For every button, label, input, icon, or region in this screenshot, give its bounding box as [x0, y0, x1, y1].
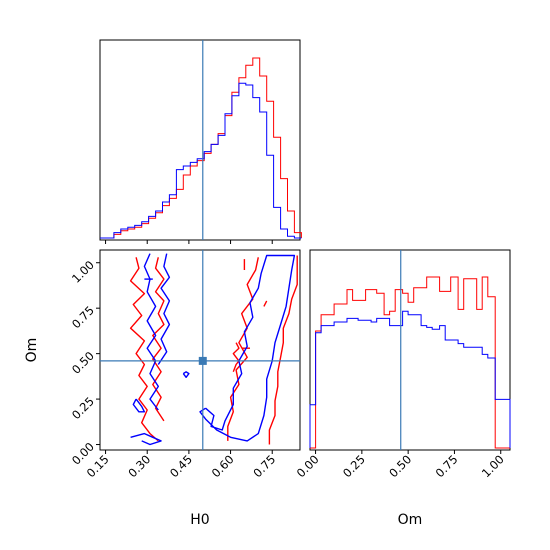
h0-histogram: [100, 40, 302, 240]
h0-histogram-frame: [99, 39, 301, 241]
om-histogram-frame: [309, 249, 511, 451]
h0-om-contour: [100, 250, 300, 450]
x-axis-label-h0: H0: [190, 512, 209, 528]
om-y-tick-label: 0.25: [69, 394, 97, 422]
om-hist-blue-step: [309, 310, 511, 448]
blue-contour-line: [199, 254, 296, 442]
om-y-tick-label: 1.00: [69, 258, 97, 286]
h0-x-tick-label: 0.30: [125, 452, 153, 480]
red-contour-line: [152, 257, 165, 422]
blue-contour-line: [132, 398, 146, 413]
h0-x-tick-label: 0.75: [250, 452, 278, 480]
truth-marker: [198, 356, 207, 365]
blue-contour-line: [130, 432, 162, 446]
red-contour-line: [227, 257, 259, 441]
om-y-tick-label: 0.50: [69, 349, 97, 377]
h0-hist-blue-step: [100, 82, 302, 239]
contour-panel-frame: [99, 249, 301, 451]
om-x-tick-label: 0.50: [386, 452, 414, 480]
h0-x-tick-label: 0.45: [167, 452, 195, 480]
y-axis-label-om: Om: [24, 338, 40, 363]
h0-x-tick-label: 0.60: [209, 452, 237, 480]
om-y-tick-label: 0.75: [69, 303, 97, 331]
h0-hist-red-step: [100, 57, 302, 239]
blue-contour-line: [182, 371, 190, 378]
red-contour-line: [232, 342, 240, 373]
x-axis-label-om: Om: [398, 512, 423, 528]
om-x-tick-label: 0.00: [294, 452, 322, 480]
om-histogram: [309, 250, 511, 450]
om-hist-red-step: [310, 276, 510, 449]
red-contour-line: [129, 257, 159, 442]
om-x-tick-label: 0.25: [340, 452, 368, 480]
axis-ticks: 0.15 0.30 0.45 0.60 0.750.000.250.500.751.00…: [69, 240, 507, 480]
blue-contour-line: [157, 253, 171, 365]
red-contour-line: [263, 300, 268, 307]
om-x-tick-label: 1.00: [479, 452, 507, 480]
red-contour-line: [268, 255, 298, 445]
om-x-tick-label: 0.75: [433, 452, 461, 480]
